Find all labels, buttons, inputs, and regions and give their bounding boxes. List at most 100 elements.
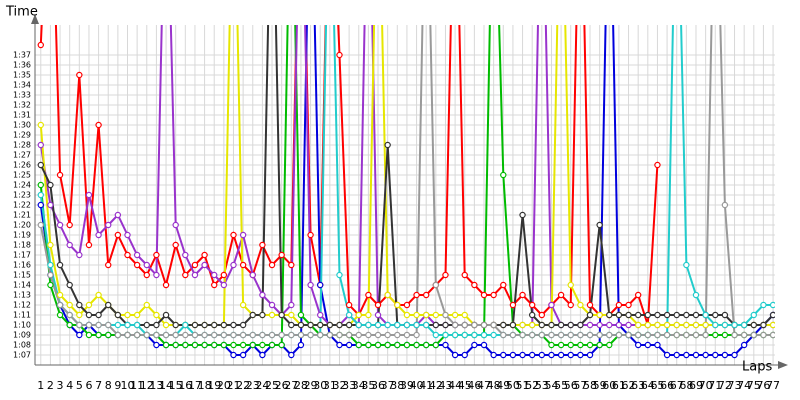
x-tick-label: 46 — [467, 379, 481, 392]
lap-point — [259, 341, 266, 349]
lap-point — [654, 161, 661, 169]
lap-point — [769, 311, 775, 319]
lap-point — [201, 321, 208, 329]
lap-point — [76, 301, 83, 309]
lap-point — [712, 331, 719, 339]
lap-point — [239, 231, 247, 239]
lap-point — [740, 331, 748, 339]
x-tick-label: 34 — [352, 379, 366, 392]
lap-point — [345, 321, 353, 329]
y-tick-label: 1:23 — [13, 191, 31, 200]
lap-point — [47, 181, 54, 189]
x-tick-label: 27 — [284, 379, 298, 392]
lap-point — [654, 311, 661, 319]
lap-point — [548, 341, 555, 349]
lap-point — [702, 351, 709, 359]
lap-point — [625, 301, 632, 309]
lap-point — [634, 331, 642, 339]
lap-point — [365, 331, 372, 339]
lap-point — [721, 351, 729, 359]
lap-point — [239, 301, 247, 309]
lap-point — [288, 351, 295, 359]
lap-point — [442, 341, 449, 349]
lap-point — [740, 341, 748, 349]
lap-point — [220, 331, 228, 339]
lap-point — [336, 341, 343, 349]
lap-point — [56, 171, 64, 179]
lap-point — [66, 321, 73, 329]
grid — [35, 25, 775, 365]
lap-point — [480, 291, 488, 299]
y-tick-label: 1:20 — [13, 221, 31, 230]
lap-point — [683, 331, 690, 339]
x-tick-label: 29 — [304, 379, 318, 392]
y-tick-label: 1:29 — [13, 131, 31, 140]
lap-point — [133, 331, 141, 339]
lap-point — [374, 331, 382, 339]
lap-point — [490, 351, 497, 359]
x-tick-label: 33 — [342, 379, 356, 392]
lap-point — [471, 321, 478, 329]
lap-point — [317, 321, 324, 329]
x-tick-label: 1 — [37, 379, 44, 392]
lap-point — [596, 221, 603, 229]
x-tick-label: 17 — [188, 379, 202, 392]
lap-point — [384, 291, 391, 299]
lap-point — [278, 331, 285, 339]
x-tick-label: 42 — [429, 379, 443, 392]
lap-point — [586, 301, 594, 309]
lap-point — [432, 331, 440, 339]
lap-point — [596, 311, 603, 319]
lap-point — [673, 331, 680, 339]
lap-point — [374, 341, 382, 349]
lap-point — [288, 301, 295, 309]
lap-point — [596, 341, 603, 349]
lap-point — [172, 241, 179, 249]
x-tick-label: 56 — [564, 379, 578, 392]
lap-point — [76, 321, 83, 329]
lap-point — [297, 341, 305, 349]
lap-point — [509, 331, 517, 339]
lap-point — [480, 341, 488, 349]
lap-point — [432, 321, 440, 329]
y-tick-label: 1:16 — [13, 261, 31, 270]
lap-point — [191, 341, 199, 349]
x-tick-label: 37 — [381, 379, 395, 392]
lap-point — [220, 341, 228, 349]
lap-point — [692, 291, 700, 299]
lap-point — [153, 251, 160, 259]
lap-point — [557, 331, 565, 339]
lap-point — [37, 161, 44, 169]
lap-point — [56, 261, 64, 269]
lap-point — [683, 261, 690, 269]
y-tick-label: 1:10 — [13, 321, 31, 330]
lap-point — [422, 311, 430, 319]
x-tick-label: 70 — [699, 379, 713, 392]
x-tick-label: 49 — [496, 379, 510, 392]
lap-point — [201, 331, 208, 339]
lap-point — [365, 321, 372, 329]
lap-point — [634, 321, 642, 329]
lap-point — [355, 321, 362, 329]
lap-point — [85, 301, 93, 309]
lap-point — [654, 331, 661, 339]
lap-point — [211, 281, 218, 289]
lap-point — [326, 331, 334, 339]
x-tick-label: 57 — [573, 379, 587, 392]
lap-point — [239, 351, 247, 359]
lap-point — [278, 341, 285, 349]
lap-point — [37, 221, 44, 229]
lap-point — [644, 311, 652, 319]
y-tick-label: 1:15 — [13, 271, 31, 280]
lap-point — [114, 321, 122, 329]
lap-point — [336, 271, 343, 279]
lap-point — [432, 281, 440, 289]
lap-point — [394, 321, 401, 329]
lap-point — [500, 351, 507, 359]
lap-point — [394, 301, 401, 309]
x-tick-label: 58 — [583, 379, 597, 392]
lap-point — [47, 241, 54, 249]
lap-point — [769, 301, 775, 309]
lap-point — [278, 251, 285, 259]
lap-point — [182, 321, 189, 329]
